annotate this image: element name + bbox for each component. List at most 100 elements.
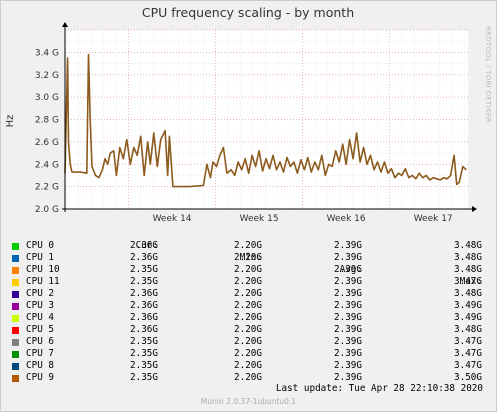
legend-cur-value: 2.35G bbox=[130, 276, 158, 287]
legend-header: Cur: Min: Avg: Max: bbox=[12, 228, 490, 287]
legend-max-value: 3.48G bbox=[454, 240, 482, 251]
y-tick-label: 3.2 G bbox=[35, 71, 59, 81]
legend-cur-value: 2.36G bbox=[130, 240, 158, 251]
legend-swatch bbox=[12, 303, 19, 310]
legend-min-value: 2.20G bbox=[234, 288, 262, 299]
legend-series-name: CPU 6 bbox=[26, 336, 54, 347]
legend-row: CPU 10 2.35G 2.20G 2.39G 3.48G bbox=[12, 264, 490, 276]
y-tick-label: 2.2 G bbox=[35, 183, 59, 193]
legend-cur-value: 2.35G bbox=[130, 360, 158, 371]
legend-max-value: 3.48G bbox=[454, 288, 482, 299]
legend-row: CPU 3 2.36G 2.20G 2.39G 3.49G bbox=[12, 300, 490, 312]
header-avg: Avg: bbox=[339, 264, 362, 275]
legend-series-name: CPU 4 bbox=[26, 312, 54, 323]
series-line bbox=[64, 53, 467, 188]
legend-avg-value: 2.39G bbox=[334, 240, 362, 251]
legend-avg-value: 2.39G bbox=[334, 264, 362, 275]
header-max: Max: bbox=[459, 276, 482, 287]
legend-row: CPU 7 2.35G 2.20G 2.39G 3.47G bbox=[12, 348, 490, 360]
legend-max-value: 3.47G bbox=[454, 360, 482, 371]
legend-swatch bbox=[12, 315, 19, 322]
legend-min-value: 2.20G bbox=[234, 276, 262, 287]
legend-series-name: CPU 7 bbox=[26, 348, 54, 359]
legend-swatch bbox=[12, 375, 19, 382]
legend-min-value: 2.20G bbox=[234, 312, 262, 323]
legend-min-value: 2.20G bbox=[234, 360, 262, 371]
y-ticks: 2.0 G 2.2 G 2.4 G 2.6 G 2.8 G 3.0 G 3.2 G 3.4 G bbox=[35, 48, 59, 215]
legend-swatch bbox=[12, 363, 19, 370]
y-axis-label: Hz bbox=[5, 115, 16, 128]
y-tick-label: 2.8 G bbox=[35, 116, 59, 126]
x-tick-label: Week 16 bbox=[327, 214, 366, 224]
legend-series-name: CPU 10 bbox=[26, 264, 60, 275]
legend-series-name: CPU 5 bbox=[26, 324, 54, 335]
legend-min-value: 2.20G bbox=[234, 336, 262, 347]
legend-series-name: CPU 1 bbox=[26, 252, 54, 263]
legend-row: CPU 6 2.35G 2.20G 2.39G 3.47G bbox=[12, 336, 490, 348]
legend-row: CPU 0 2.36G 2.20G 2.39G 3.48G bbox=[12, 240, 490, 252]
legend-avg-value: 2.39G bbox=[334, 276, 362, 287]
legend-swatch bbox=[12, 351, 19, 358]
y-tick-label: 3.4 G bbox=[35, 48, 59, 58]
legend-cur-value: 2.35G bbox=[130, 348, 158, 359]
legend-swatch bbox=[12, 255, 19, 262]
legend-cur-value: 2.35G bbox=[130, 372, 158, 383]
legend-series-name: CPU 9 bbox=[26, 372, 54, 383]
legend-min-value: 2.20G bbox=[234, 300, 262, 311]
x-axis-arrow bbox=[472, 206, 477, 212]
legend-max-value: 3.48G bbox=[454, 264, 482, 275]
legend-swatch bbox=[12, 339, 19, 346]
legend-avg-value: 2.39G bbox=[334, 360, 362, 371]
legend-cur-value: 2.35G bbox=[130, 336, 158, 347]
legend-min-value: 2.20G bbox=[234, 264, 262, 275]
legend-avg-value: 2.39G bbox=[334, 372, 362, 383]
legend-max-value: 3.49G bbox=[454, 300, 482, 311]
legend-row: CPU 5 2.36G 2.20G 2.39G 3.48G bbox=[12, 324, 490, 336]
legend-series-name: CPU 2 bbox=[26, 288, 54, 299]
legend-max-value: 3.47G bbox=[454, 348, 482, 359]
munin-version: Munin 2.0.37-1ubuntu0.1 bbox=[200, 397, 297, 406]
legend-swatch bbox=[12, 267, 19, 274]
legend-avg-value: 2.39G bbox=[334, 324, 362, 335]
legend-max-value: 3.50G bbox=[454, 372, 482, 383]
legend-cur-value: 2.36G bbox=[130, 288, 158, 299]
legend-max-value: 3.48G bbox=[454, 324, 482, 335]
x-tick-label: Week 14 bbox=[153, 214, 192, 224]
legend: Cur: Min: Avg: Max: CPU 0 2.36G 2.20G 2.39G… bbox=[12, 228, 490, 384]
legend-cur-value: 2.36G bbox=[130, 324, 158, 335]
legend-series-name: CPU 11 bbox=[26, 276, 60, 287]
legend-cur-value: 2.35G bbox=[130, 264, 158, 275]
legend-rows: CPU 0 2.36G 2.20G 2.39G 3.48G CPU 1 2.36G 2.20G… bbox=[12, 240, 490, 384]
legend-min-value: 2.20G bbox=[234, 372, 262, 383]
legend-cur-value: 2.36G bbox=[130, 252, 158, 263]
x-ticks: Week 14 Week 15 Week 16 Week 17 bbox=[153, 214, 453, 224]
legend-avg-value: 2.39G bbox=[334, 288, 362, 299]
legend-min-value: 2.20G bbox=[234, 324, 262, 335]
legend-swatch bbox=[12, 243, 19, 250]
last-update: Last update: Tue Apr 28 22:10:38 2020 bbox=[275, 383, 483, 394]
y-tick-label: 2.6 G bbox=[35, 138, 59, 148]
legend-avg-value: 2.39G bbox=[334, 336, 362, 347]
legend-min-value: 2.20G bbox=[234, 240, 262, 251]
y-tick-label: 2.4 G bbox=[35, 160, 59, 170]
y-tick-label: 3.0 G bbox=[35, 93, 59, 103]
legend-avg-value: 2.39G bbox=[334, 348, 362, 359]
chart-title: CPU frequency scaling - by month bbox=[142, 5, 354, 20]
legend-cur-value: 2.36G bbox=[130, 312, 158, 323]
legend-row: CPU 11 2.35G 2.20G 2.39G 3.47G bbox=[12, 276, 490, 288]
y-axis-arrow bbox=[62, 22, 68, 27]
legend-swatch bbox=[12, 291, 19, 298]
legend-min-value: 2.20G bbox=[234, 252, 262, 263]
legend-swatch bbox=[12, 279, 19, 286]
legend-row: CPU 9 2.35G 2.20G 2.39G 3.50G bbox=[12, 372, 490, 384]
legend-swatch bbox=[12, 327, 19, 334]
legend-row: CPU 8 2.35G 2.20G 2.39G 3.47G bbox=[12, 360, 490, 372]
legend-avg-value: 2.39G bbox=[334, 312, 362, 323]
legend-row: CPU 2 2.36G 2.20G 2.39G 3.48G bbox=[12, 288, 490, 300]
legend-max-value: 3.47G bbox=[454, 336, 482, 347]
legend-cur-value: 2.36G bbox=[130, 300, 158, 311]
rrdtool-side-label: RRDTOOL / TOBI OETIKER bbox=[484, 26, 492, 123]
x-tick-label: Week 17 bbox=[414, 214, 453, 224]
series-lines bbox=[64, 53, 467, 188]
